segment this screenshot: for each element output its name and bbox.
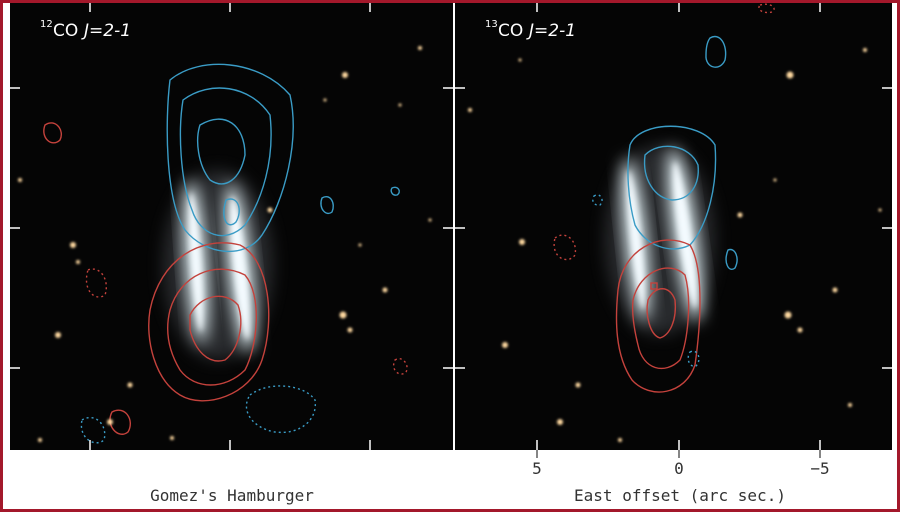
x-tick-label: −5 <box>810 459 829 478</box>
x-tick-label: 5 <box>532 459 542 478</box>
isotope-label: 13 <box>485 19 498 30</box>
isotope-label: 12 <box>40 19 53 30</box>
molecule-label: CO <box>498 21 523 41</box>
nebula <box>163 170 273 360</box>
x-tick-label: 0 <box>674 459 684 478</box>
left-panel: 12 CO J=2-1 <box>10 2 453 450</box>
x-axis-title: East offset (arc sec.) <box>574 486 786 505</box>
right-panel: 13 CO J=2-1 <box>455 2 892 450</box>
caption: Gomez's Hamburger <box>150 486 314 505</box>
transition-label: J=2-1 <box>526 21 576 41</box>
transition-label: J=2-1 <box>81 21 131 41</box>
figure: 12 CO J=2-1 <box>0 0 900 512</box>
molecule-label: CO <box>53 21 78 41</box>
